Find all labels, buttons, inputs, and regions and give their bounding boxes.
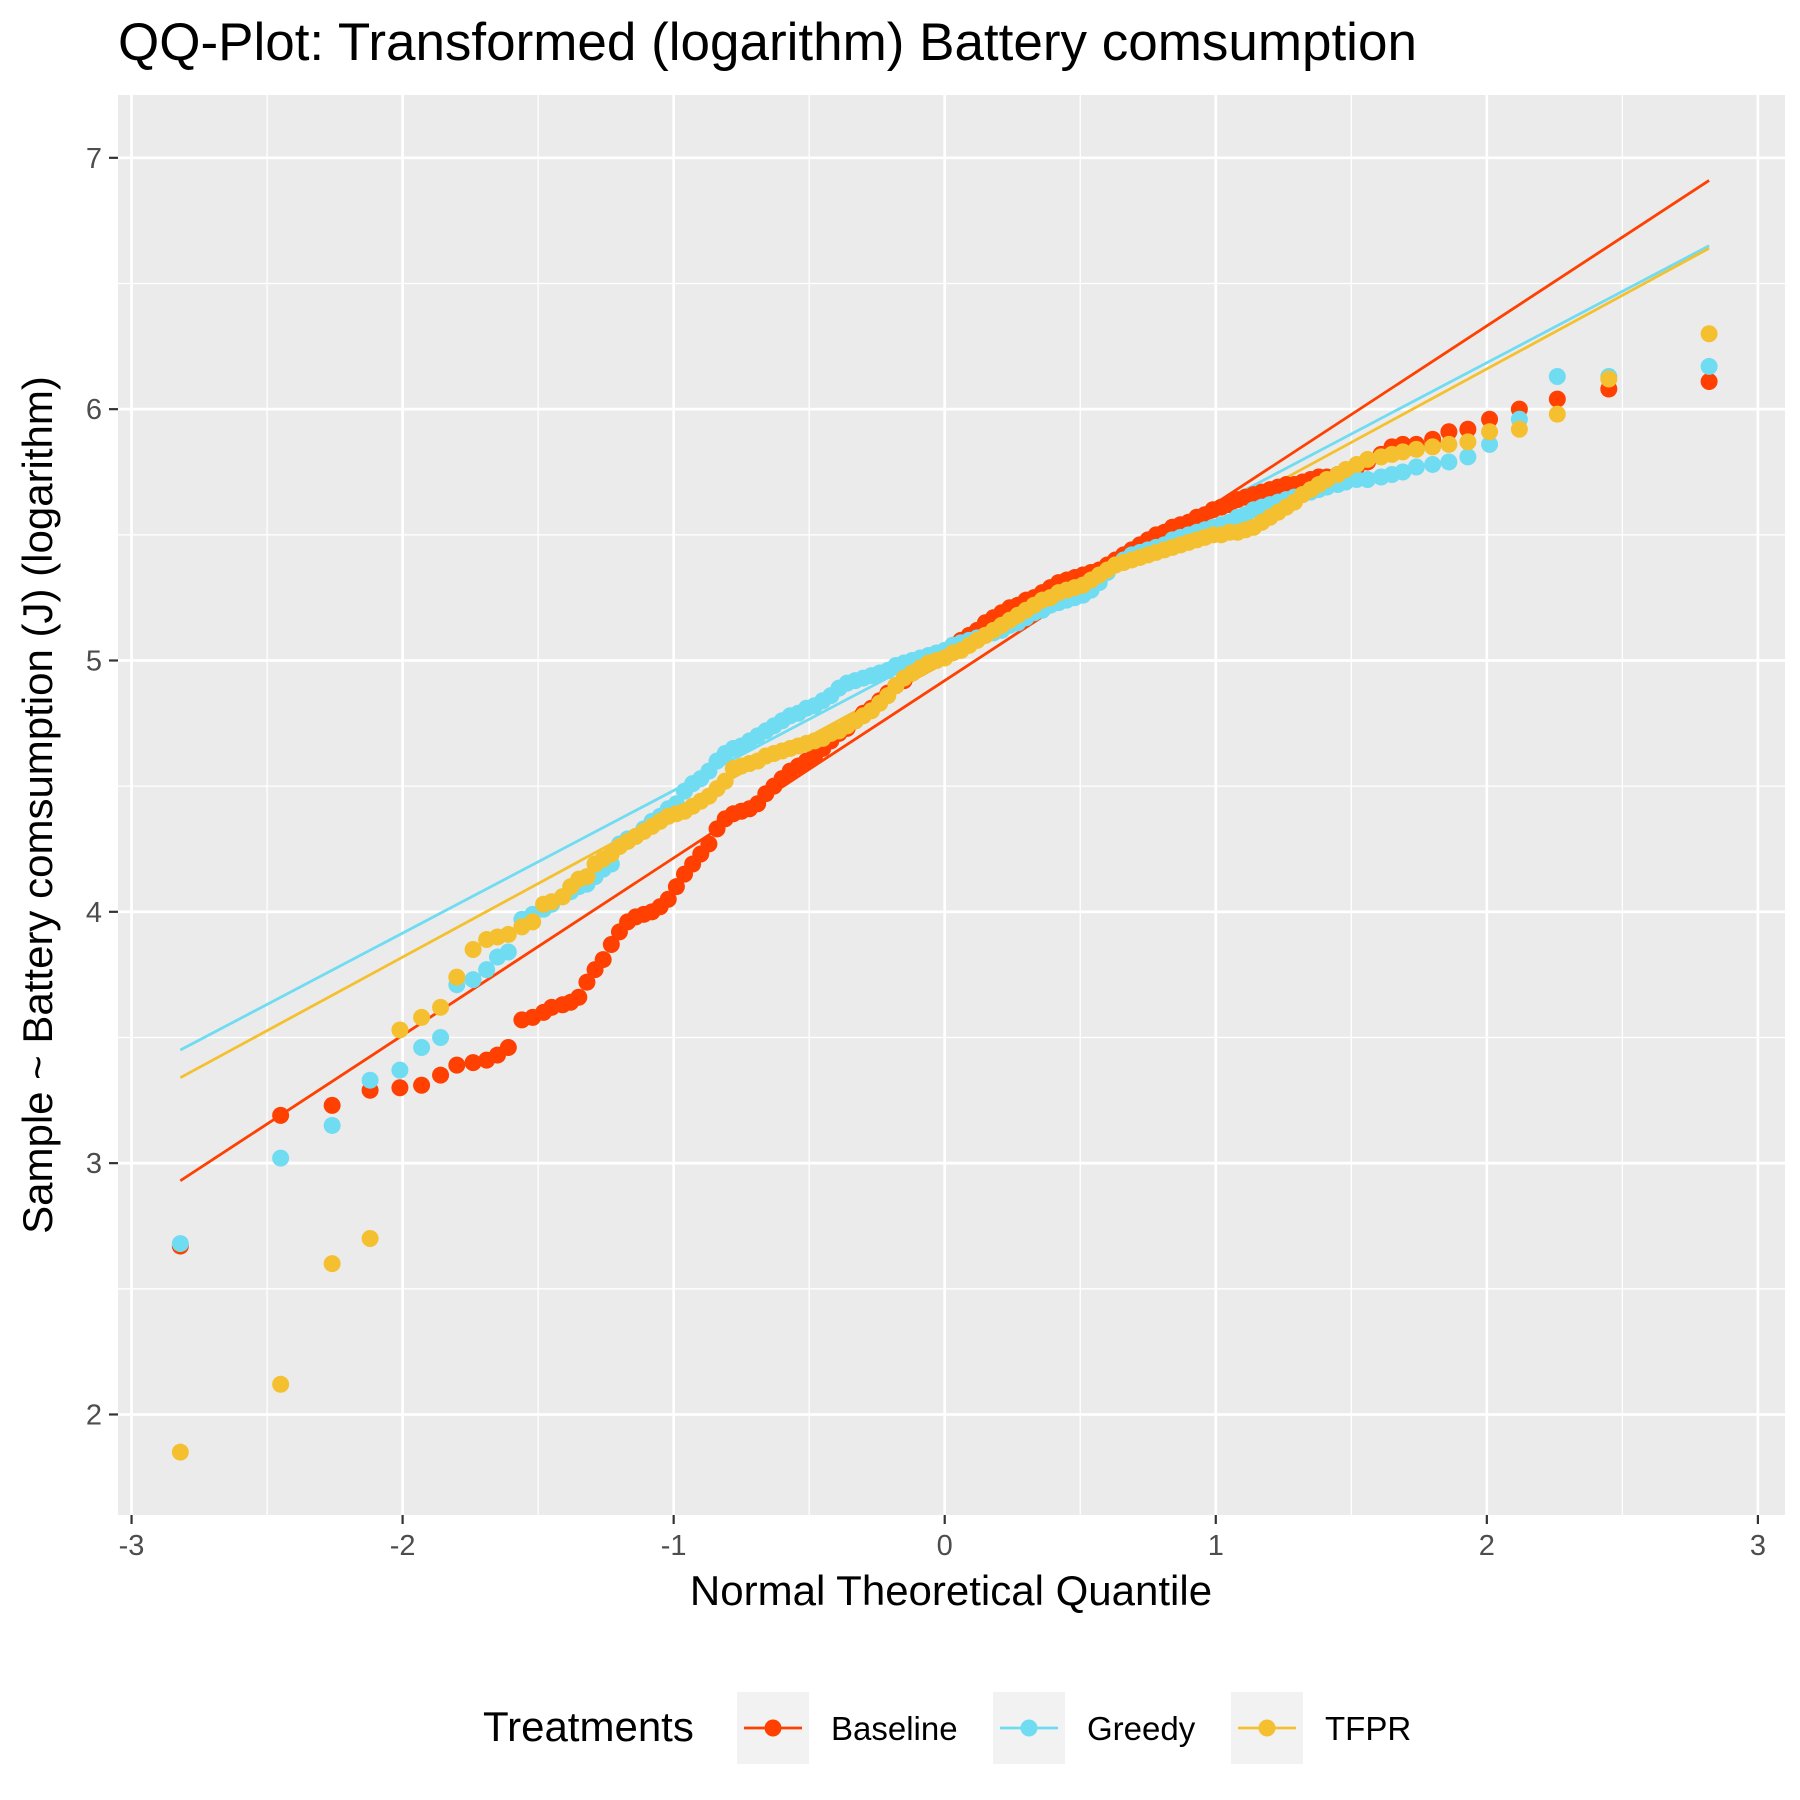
legend: Treatments Baseline Greedy TFPR	[483, 1692, 1411, 1764]
data-point-greedy	[1424, 455, 1442, 473]
y-tick-label: 3	[86, 1148, 102, 1180]
data-point-greedy	[499, 943, 517, 961]
data-point-tfpr	[524, 913, 542, 931]
data-point-greedy	[323, 1116, 341, 1134]
data-point-tfpr	[323, 1255, 341, 1273]
data-point-tfpr	[448, 968, 466, 986]
legend-label-baseline: Baseline	[831, 1710, 958, 1747]
data-point-tfpr	[413, 1008, 431, 1026]
data-point-baseline	[700, 835, 718, 853]
data-point-baseline	[570, 988, 588, 1006]
data-point-tfpr	[361, 1230, 379, 1248]
data-point-greedy	[432, 1028, 450, 1046]
x-axis-ticks: -3 -2 -1 0 1 2 3	[119, 1515, 1766, 1562]
data-point-tfpr	[1394, 443, 1412, 461]
data-points	[171, 325, 1718, 1461]
data-point-greedy	[1394, 463, 1412, 481]
data-point-baseline	[391, 1079, 409, 1097]
data-point-baseline	[602, 935, 620, 953]
plot-panel	[118, 95, 1785, 1515]
y-tick-label: 7	[86, 143, 102, 175]
legend-key-point-baseline	[764, 1719, 782, 1737]
data-point-baseline	[1440, 423, 1458, 441]
data-point-tfpr	[1440, 435, 1458, 453]
data-point-baseline	[272, 1106, 290, 1124]
data-point-baseline	[1700, 373, 1718, 391]
data-point-tfpr	[499, 925, 517, 943]
legend-key-point-greedy	[1020, 1719, 1038, 1737]
data-point-tfpr	[716, 772, 734, 790]
data-point-baseline	[432, 1066, 450, 1084]
legend-title: Treatments	[483, 1703, 694, 1750]
data-point-tfpr	[578, 868, 596, 886]
data-point-baseline	[667, 878, 685, 896]
data-point-baseline	[499, 1039, 517, 1057]
data-point-tfpr	[432, 998, 450, 1016]
data-point-greedy	[1407, 458, 1425, 476]
minor-gridlines	[118, 95, 1785, 1515]
data-point-greedy	[1459, 448, 1477, 466]
data-point-tfpr	[1407, 440, 1425, 458]
data-point-greedy	[361, 1071, 379, 1089]
data-point-baseline	[1459, 420, 1477, 438]
data-point-tfpr	[391, 1021, 409, 1039]
legend-label-tfpr: TFPR	[1325, 1710, 1411, 1747]
data-point-tfpr	[464, 941, 482, 959]
x-tick-label: 0	[937, 1530, 953, 1562]
data-point-tfpr	[1700, 325, 1718, 343]
data-point-greedy	[1700, 357, 1718, 375]
y-tick-label: 6	[86, 394, 102, 426]
data-point-tfpr	[272, 1375, 290, 1393]
data-point-baseline	[594, 951, 612, 969]
x-tick-label: 1	[1208, 1530, 1224, 1562]
data-point-tfpr	[1459, 433, 1477, 451]
data-point-baseline	[413, 1076, 431, 1094]
data-point-greedy	[1481, 435, 1499, 453]
data-point-greedy	[1359, 471, 1377, 489]
data-point-tfpr	[1548, 405, 1566, 423]
data-point-greedy	[391, 1061, 409, 1079]
series-tfpr	[171, 325, 1718, 1461]
data-point-tfpr	[171, 1443, 189, 1461]
y-tick-label: 2	[86, 1399, 102, 1431]
y-axis-title: Sample ~ Battery comsumption (J) (logari…	[14, 376, 61, 1234]
x-tick-label: 2	[1479, 1530, 1495, 1562]
data-point-baseline	[659, 890, 677, 908]
data-point-tfpr	[1600, 370, 1618, 388]
y-tick-label: 4	[86, 897, 102, 929]
chart-title: QQ-Plot: Transformed (logarithm) Battery…	[118, 13, 1417, 72]
data-point-greedy	[171, 1235, 189, 1253]
reference-line-baseline	[179, 179, 1710, 1182]
data-point-greedy	[464, 971, 482, 989]
data-point-baseline	[1548, 390, 1566, 408]
data-point-tfpr	[1510, 420, 1528, 438]
data-point-greedy	[478, 961, 496, 979]
x-tick-label: -3	[119, 1530, 145, 1562]
x-tick-label: -2	[390, 1530, 416, 1562]
data-point-baseline	[1481, 410, 1499, 428]
x-tick-label: -1	[661, 1530, 687, 1562]
data-point-greedy	[1548, 367, 1566, 385]
data-point-baseline	[323, 1096, 341, 1114]
data-point-greedy	[413, 1039, 431, 1057]
data-point-greedy	[272, 1149, 290, 1167]
data-point-tfpr	[1424, 438, 1442, 456]
data-point-baseline	[464, 1054, 482, 1072]
x-axis-title: Normal Theoretical Quantile	[690, 1567, 1212, 1614]
legend-label-greedy: Greedy	[1087, 1710, 1196, 1747]
data-point-tfpr	[1359, 450, 1377, 468]
data-point-baseline	[578, 973, 596, 991]
y-axis-ticks: 2 3 4 5 6 7	[86, 143, 118, 1431]
legend-key-point-tfpr	[1258, 1719, 1276, 1737]
data-point-tfpr	[1481, 423, 1499, 441]
y-tick-label: 5	[86, 645, 102, 677]
x-tick-label: 3	[1750, 1530, 1766, 1562]
data-point-greedy	[1440, 453, 1458, 471]
data-point-baseline	[448, 1056, 466, 1074]
